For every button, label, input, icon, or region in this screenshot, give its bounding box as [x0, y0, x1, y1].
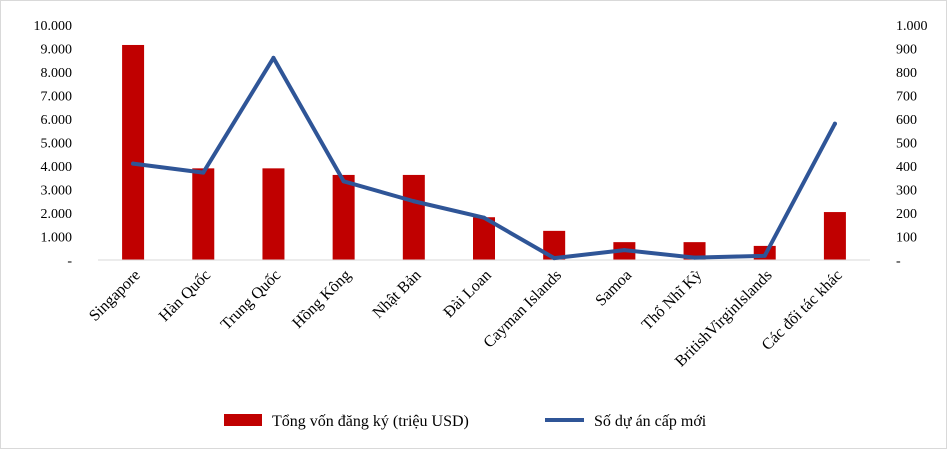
line-point [692, 255, 697, 260]
right-tick-label: 900 [896, 43, 917, 58]
left-axis-ticks: - 1.000 2.000 3.000 4.000 5.000 6.000 7.000 8.00… [34, 19, 73, 269]
category-label: Thổ Nhĩ Kỳ [639, 267, 706, 334]
category-label: Hồng Kông [289, 267, 354, 332]
line-point [271, 55, 276, 60]
right-axis-ticks: - 100 200 300 400 500 600 700 800 900 1.000 [896, 19, 928, 269]
right-tick-label: 1.000 [896, 19, 928, 34]
bar [402, 174, 425, 260]
line-point [341, 179, 346, 184]
line-point [762, 253, 767, 258]
bar [823, 212, 846, 260]
bar [192, 168, 215, 260]
right-tick-label: 100 [896, 231, 917, 246]
category-label: Samoa [592, 267, 635, 310]
legend-label-bar: Tổng vốn đăng ký (triệu USD) [272, 413, 469, 430]
left-tick-label: 6.000 [41, 113, 73, 128]
right-tick-label: 400 [896, 160, 917, 175]
line-point [832, 121, 837, 126]
left-tick-label: 5.000 [41, 137, 73, 152]
legend: Tổng vốn đăng ký (triệu USD) Số dự án cấ… [224, 413, 707, 430]
left-tick-label: 1.000 [41, 231, 73, 246]
left-tick-label: 10.000 [34, 19, 73, 34]
left-tick-label: 3.000 [41, 184, 73, 199]
bar-series [122, 44, 846, 260]
bar [122, 44, 145, 260]
left-tick-label: 8.000 [41, 66, 73, 81]
category-label: Đài Loan [440, 267, 494, 321]
right-tick-label: 200 [896, 207, 917, 222]
right-tick-label: 700 [896, 90, 917, 105]
category-label: Trung Quốc [218, 267, 285, 334]
line-point [552, 256, 557, 261]
line-point [482, 215, 486, 220]
bar [473, 217, 495, 260]
right-tick-label: - [896, 254, 901, 269]
left-tick-label: 9.000 [41, 43, 73, 58]
legend-swatch-bar [224, 414, 262, 426]
line-point [411, 199, 416, 204]
category-labels: Singapore Hàn Quốc Trung Quốc Hồng Kông Nhật… [86, 267, 846, 371]
category-label: Hàn Quốc [156, 267, 214, 325]
right-tick-label: 800 [896, 66, 917, 81]
line-point [622, 248, 627, 253]
line-point [201, 170, 206, 175]
left-tick-label: 2.000 [41, 207, 73, 222]
right-tick-label: 500 [896, 137, 917, 152]
bar [332, 174, 355, 260]
category-label: Nhật Bản [370, 267, 425, 322]
right-tick-label: 300 [896, 184, 917, 199]
category-label: Singapore [86, 267, 144, 325]
left-tick-label: 4.000 [41, 160, 73, 175]
line-point [131, 161, 136, 166]
left-tick-label: 7.000 [41, 90, 73, 105]
right-tick-label: 600 [896, 113, 917, 128]
legend-label-line: Số dự án cấp mới [594, 413, 707, 430]
bar [262, 168, 285, 260]
line-series [131, 55, 837, 261]
left-tick-label: - [67, 254, 72, 269]
